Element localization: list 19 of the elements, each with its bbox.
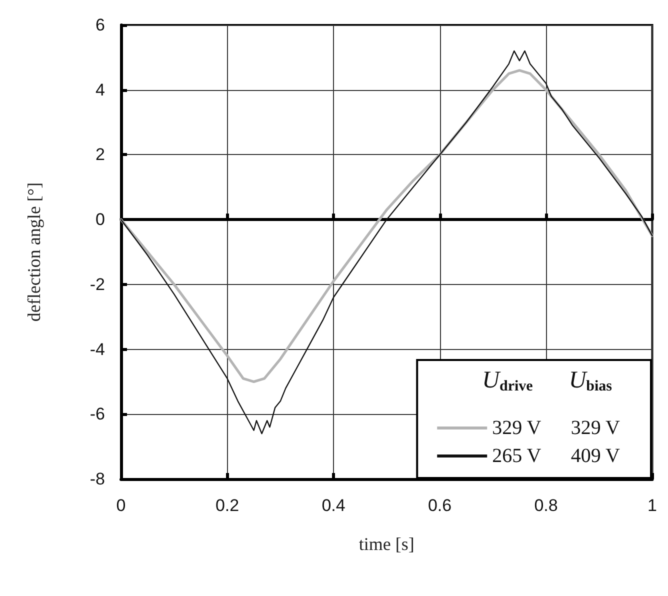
y-tick-label: 6 <box>96 16 105 34</box>
x-tick-label: 0.6 <box>428 496 452 515</box>
y-tick-label: 4 <box>96 80 105 100</box>
y-tick-label: 2 <box>96 145 105 164</box>
y-tick-label: -2 <box>90 274 105 294</box>
legend-label: 265 V 409 V <box>492 445 620 467</box>
x-tick-label: 1 <box>648 496 658 515</box>
y-tick-label: 0 <box>96 210 105 230</box>
line-series <box>120 50 653 434</box>
x-tick-label: 0.8 <box>534 496 558 515</box>
x-axis-title: time [s] <box>358 534 414 554</box>
legend-label: 329 V 329 V <box>492 417 620 439</box>
y-axis-title: deflection angle [°] <box>24 182 44 322</box>
x-tick-label: 0.2 <box>215 496 240 515</box>
x-tick-label: 0 <box>116 496 126 515</box>
x-tick-label: 0.4 <box>322 496 346 515</box>
y-tick-label: -4 <box>90 340 105 359</box>
y-tick-label: -8 <box>90 470 105 488</box>
y-tick-label: -6 <box>90 404 105 424</box>
